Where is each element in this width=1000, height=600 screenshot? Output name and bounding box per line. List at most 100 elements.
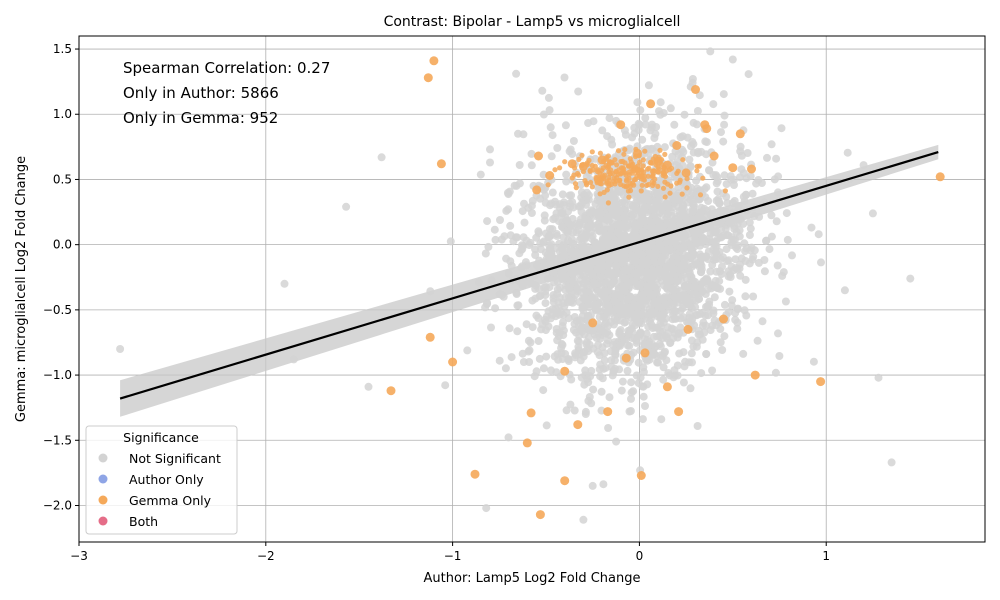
legend-marker-both — [98, 516, 108, 526]
point-not-significant — [569, 228, 578, 237]
point-not-significant — [644, 81, 653, 90]
point-not-significant — [711, 238, 720, 247]
point-not-significant — [679, 313, 688, 322]
point-not-significant — [621, 317, 630, 326]
legend-label-both: Both — [129, 514, 158, 529]
point-not-significant — [612, 305, 621, 314]
point-gemma-only — [675, 168, 681, 174]
point-not-significant — [563, 239, 572, 248]
point-not-significant — [887, 458, 896, 467]
point-gemma-only — [626, 176, 632, 182]
point-not-significant — [598, 374, 607, 383]
legend-marker-gemma-only — [98, 495, 108, 505]
point-not-significant — [620, 198, 629, 207]
point-gemma-only — [728, 163, 738, 173]
point-not-significant — [678, 200, 687, 209]
point-not-significant — [562, 406, 571, 415]
point-not-significant — [648, 120, 656, 129]
point-gemma-only — [684, 185, 690, 191]
point-gemma-only — [586, 157, 592, 163]
point-not-significant — [495, 356, 504, 365]
point-gemma-only — [448, 357, 458, 367]
spearman-annotation: Spearman Correlation: 0.27 — [123, 59, 330, 77]
point-not-significant — [591, 257, 600, 266]
point-gemma-only — [651, 168, 657, 174]
point-not-significant — [694, 147, 702, 156]
point-not-significant — [680, 255, 689, 264]
point-not-significant — [693, 107, 702, 115]
point-not-significant — [550, 352, 559, 361]
point-not-significant — [762, 236, 770, 245]
point-not-significant — [677, 244, 686, 253]
point-not-significant — [697, 268, 706, 277]
point-not-significant — [558, 190, 567, 199]
point-not-significant — [549, 268, 558, 277]
point-not-significant — [679, 301, 688, 310]
point-not-significant — [732, 243, 740, 252]
point-not-significant — [655, 265, 663, 274]
point-not-significant — [631, 293, 640, 302]
point-not-significant — [515, 161, 524, 169]
point-not-significant — [767, 140, 776, 149]
point-not-significant — [669, 325, 678, 334]
point-gemma-only — [588, 179, 594, 186]
point-not-significant — [814, 230, 823, 239]
point-not-significant — [567, 247, 576, 256]
point-not-significant — [513, 327, 522, 336]
point-not-significant — [767, 232, 776, 241]
point-not-significant — [651, 342, 660, 351]
point-not-significant — [632, 371, 641, 380]
point-not-significant — [532, 367, 541, 376]
point-not-significant — [746, 172, 755, 181]
point-not-significant — [679, 378, 688, 387]
point-not-significant — [666, 104, 675, 113]
point-not-significant — [623, 366, 632, 375]
point-not-significant — [514, 301, 523, 310]
point-gemma-only — [532, 185, 542, 195]
point-not-significant — [612, 437, 621, 446]
point-not-significant — [686, 384, 695, 393]
point-not-significant — [690, 242, 699, 251]
point-not-significant — [646, 290, 655, 299]
point-not-significant — [657, 255, 666, 264]
point-not-significant — [636, 106, 645, 115]
point-not-significant — [674, 330, 683, 338]
point-not-significant — [692, 283, 701, 292]
point-gemma-only — [522, 438, 532, 448]
point-not-significant — [662, 262, 671, 271]
point-not-significant — [518, 349, 527, 358]
point-gemma-only — [588, 318, 598, 328]
point-gemma-only — [650, 182, 656, 189]
x-tick-label: −3 — [70, 549, 88, 563]
point-not-significant — [581, 294, 590, 303]
point-not-significant — [520, 199, 528, 208]
point-gemma-only — [627, 156, 633, 162]
point-gemma-only — [674, 180, 680, 186]
point-not-significant — [673, 191, 681, 200]
point-not-significant — [342, 202, 351, 211]
point-not-significant — [783, 235, 792, 244]
point-not-significant — [504, 205, 513, 214]
point-not-significant — [728, 55, 737, 64]
point-not-significant — [640, 206, 649, 215]
point-gemma-only — [662, 173, 669, 179]
point-not-significant — [670, 306, 679, 315]
point-gemma-only — [593, 174, 599, 181]
point-gemma-only — [620, 165, 626, 171]
point-not-significant — [606, 280, 615, 289]
point-not-significant — [809, 357, 818, 366]
point-not-significant — [703, 255, 712, 264]
point-not-significant — [587, 268, 596, 277]
point-gemma-only — [657, 147, 663, 153]
point-gemma-only — [662, 151, 668, 157]
point-not-significant — [716, 284, 725, 293]
point-not-significant — [712, 267, 721, 276]
point-not-significant — [625, 144, 634, 153]
gemma-only-points — [386, 56, 945, 520]
point-gemma-only — [660, 185, 667, 191]
point-not-significant — [656, 110, 665, 119]
point-gemma-only — [526, 408, 536, 418]
point-not-significant — [722, 231, 731, 240]
point-gemma-only — [576, 156, 582, 162]
point-gemma-only — [632, 153, 639, 160]
